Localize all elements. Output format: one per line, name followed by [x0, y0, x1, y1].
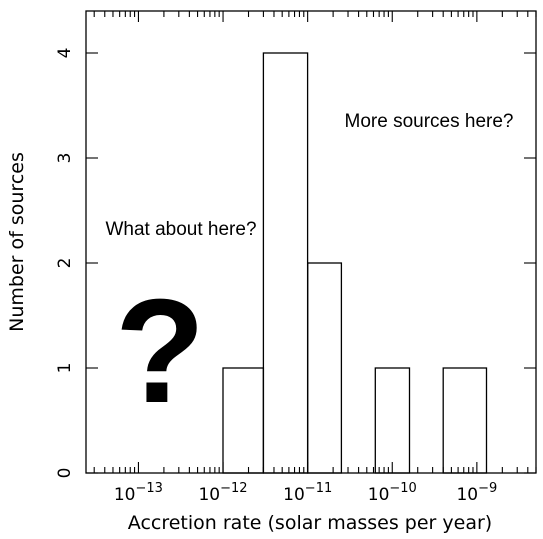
y-tick-label: 2 — [55, 258, 75, 269]
y-tick-label: 3 — [55, 153, 75, 164]
axis-ticks — [86, 11, 537, 474]
histogram-bin-4 — [374, 367, 411, 474]
annotation-more-sources: More sources here? — [345, 111, 514, 132]
x-tick-label: 10−12 — [198, 481, 247, 505]
histogram-bin-2 — [307, 262, 343, 474]
x-axis-label: Accretion rate (solar masses per year) — [128, 512, 492, 534]
y-axis-label: Number of sources — [6, 152, 28, 332]
x-tick-label: 10−11 — [283, 481, 332, 505]
annotation-what-about: What about here? — [105, 219, 256, 240]
x-tick-label: 10−10 — [368, 481, 417, 505]
histogram-bin-1 — [262, 52, 309, 474]
histogram-bin-0 — [222, 367, 265, 474]
y-tick-labels: 0 1 2 3 4 — [55, 48, 75, 479]
x-tick-labels: 10−13 10−12 10−11 10−10 10−9 — [114, 481, 497, 505]
plot-frame — [85, 10, 537, 474]
annotation-question-mark: ? — [115, 269, 205, 434]
y-tick-label: 0 — [55, 468, 75, 479]
y-tick-label: 1 — [55, 363, 75, 374]
x-tick-label: 10−13 — [114, 481, 163, 505]
histogram-bin-6 — [442, 367, 488, 474]
y-tick-label: 4 — [55, 48, 75, 59]
x-tick-label: 10−9 — [456, 481, 497, 505]
